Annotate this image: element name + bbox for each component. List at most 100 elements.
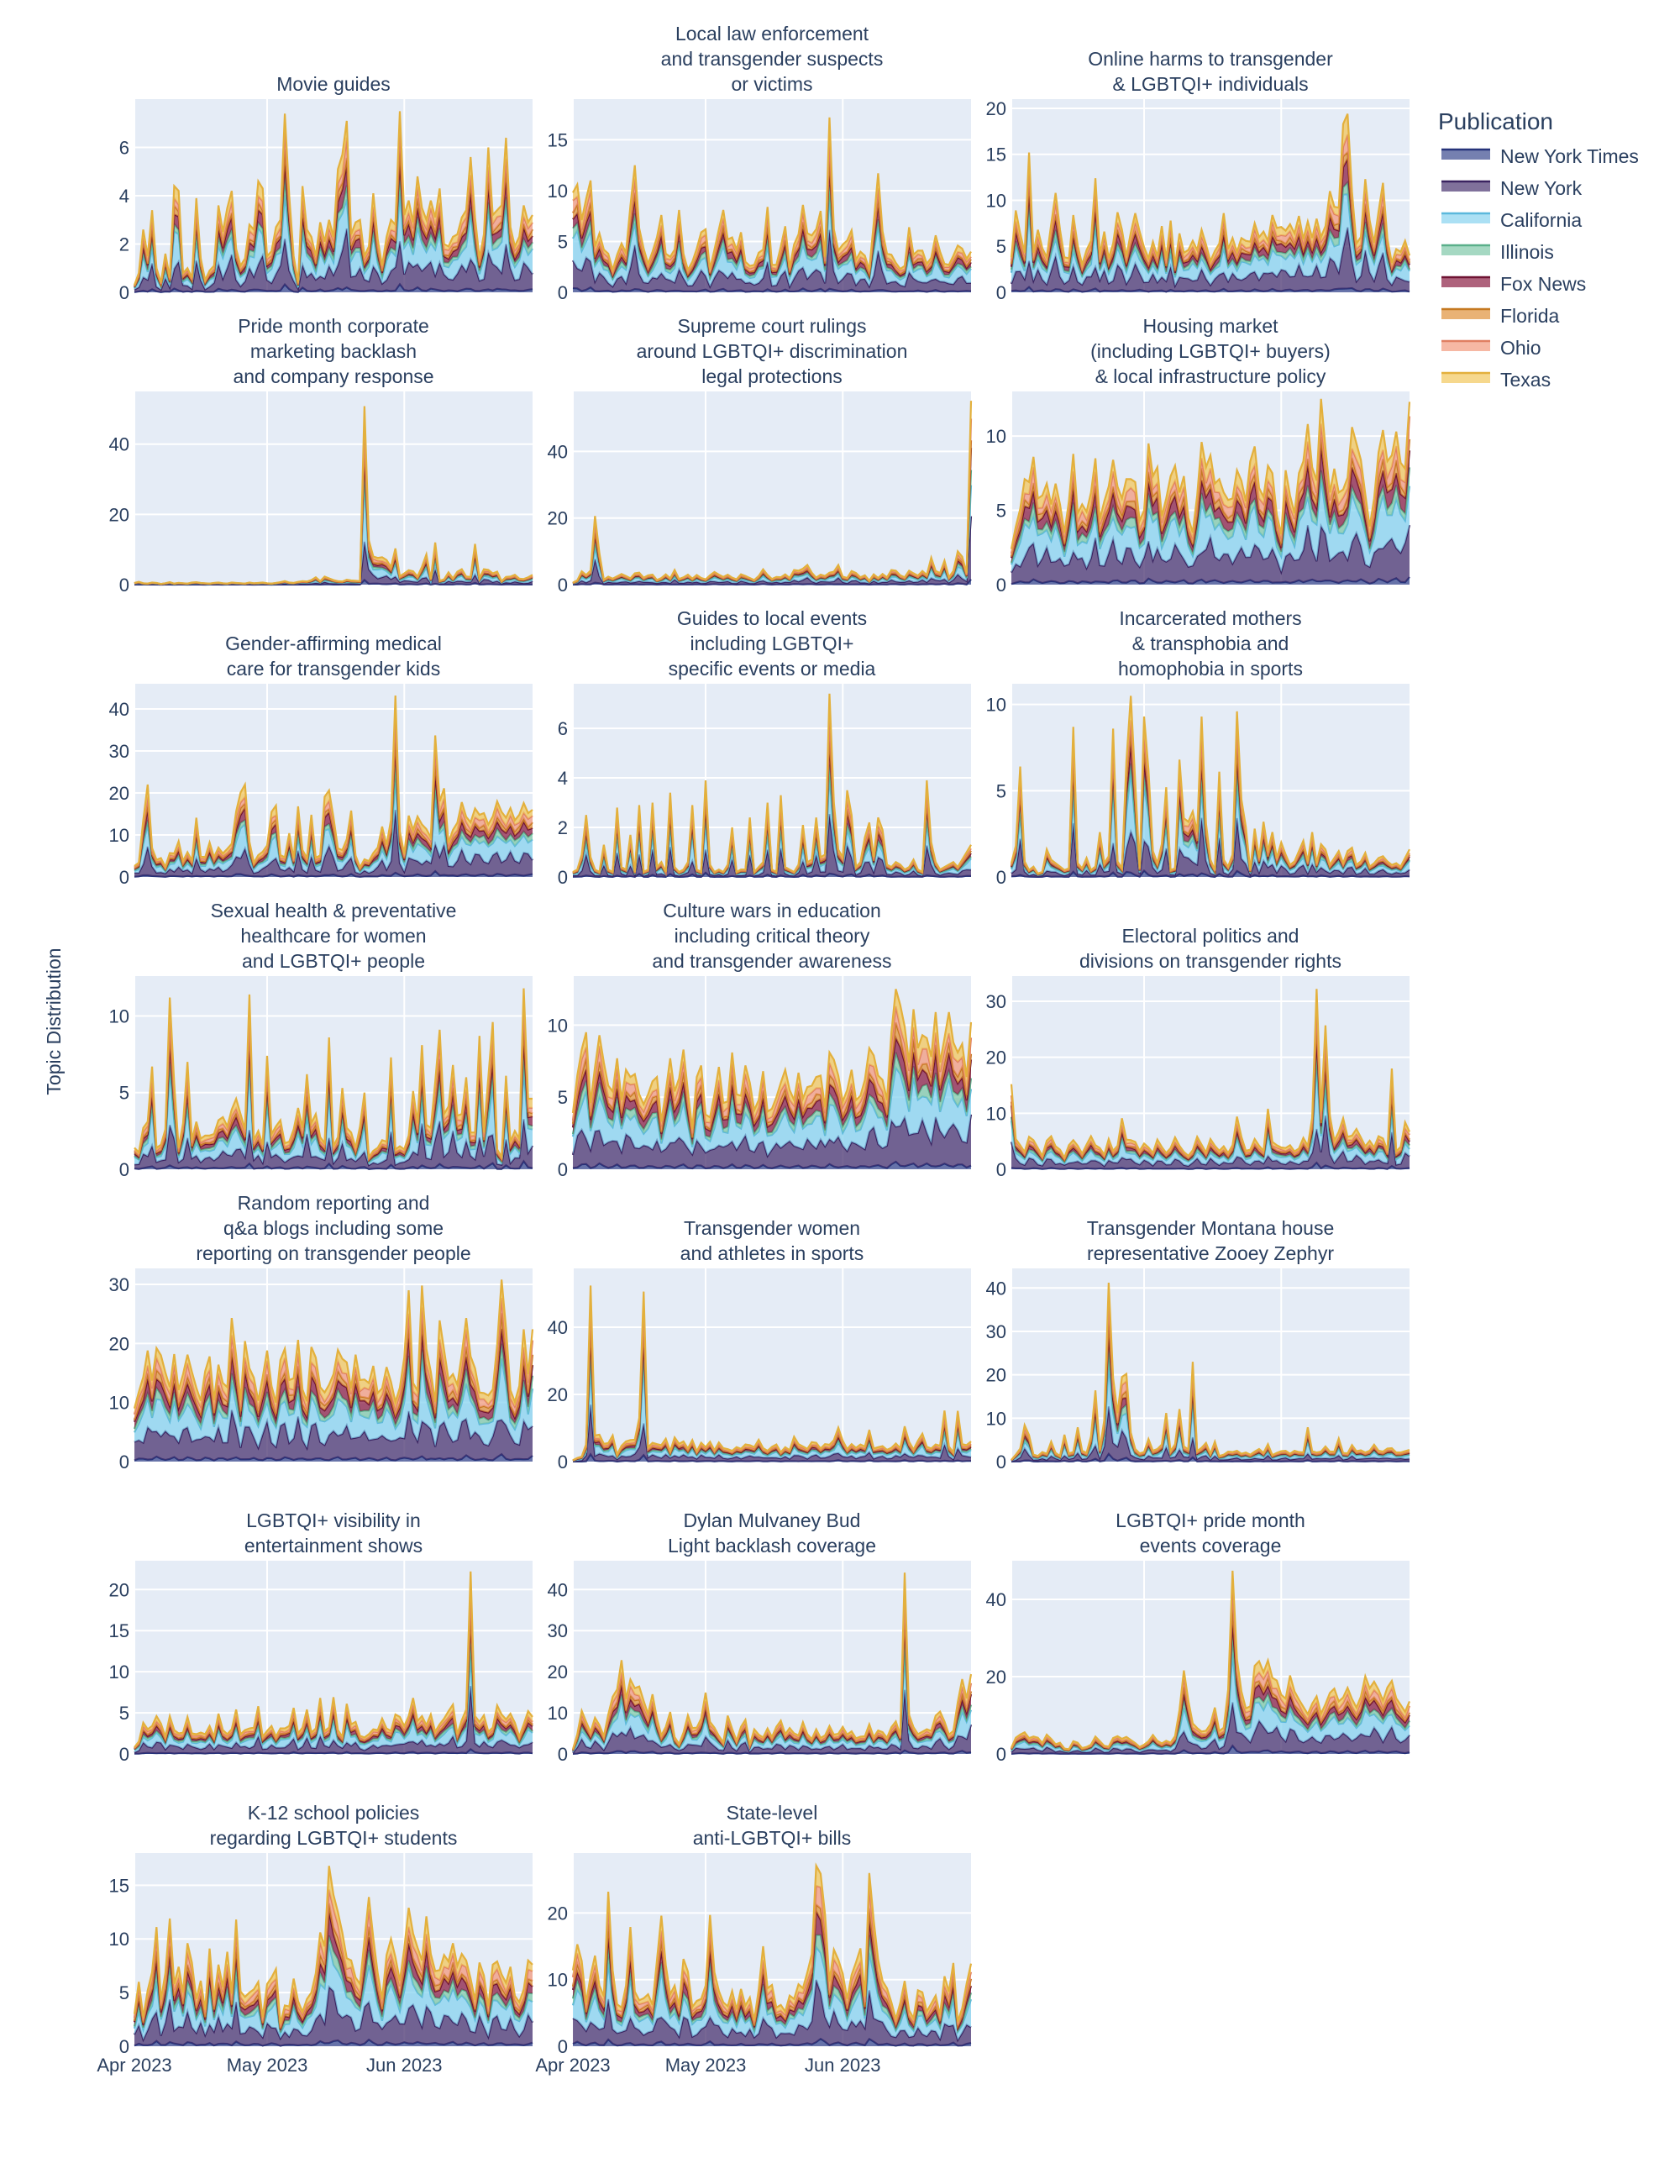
panel-title: including LGBTQI+	[690, 633, 854, 654]
panel-2: 0 5 10 15 20 Online harms to transgender & LGB…	[986, 48, 1411, 303]
panel-title: legal protections	[701, 365, 843, 387]
panel-title: Movie guides	[276, 73, 391, 95]
panel-9: 0 5 10 Sexual health & preventative healthca…	[109, 900, 533, 1180]
line-texas	[134, 1571, 533, 1748]
area-ohio	[573, 1886, 971, 2027]
y-tick-label: 30	[109, 1274, 129, 1295]
x-tick-label: Apr 2023	[97, 2055, 171, 2076]
y-tick-label: 10	[986, 426, 1006, 447]
area-california	[134, 1358, 533, 1448]
panel-title: and company response	[233, 365, 433, 387]
legend-item-illinois[interactable]: Illinois	[1441, 241, 1554, 263]
line-texas	[571, 1572, 973, 1750]
legend-label: New York Times	[1500, 145, 1639, 167]
line-texas	[133, 1866, 533, 2024]
line-texas	[572, 693, 972, 874]
y-tick-label: 10	[109, 825, 129, 846]
line-texas	[133, 1279, 534, 1409]
legend-item-florida[interactable]: Florida	[1441, 305, 1560, 327]
y-tick-label: 15	[986, 144, 1006, 165]
area-illinois	[573, 1642, 971, 1751]
panel-title: Pride month corporate	[238, 315, 429, 337]
legend-item-ohio[interactable]: Ohio	[1441, 337, 1541, 359]
y-tick-label: 5	[558, 231, 568, 252]
legend-swatch	[1441, 341, 1490, 351]
y-tick-label: 30	[109, 741, 129, 762]
panel-title: Electoral politics and	[1122, 925, 1299, 947]
panel-12: 0 10 20 30 Random reporting and q&a blogs inc…	[109, 1192, 534, 1473]
area-california	[1011, 771, 1410, 876]
panel-title: Dylan Mulvaney Bud	[684, 1509, 861, 1531]
area-california	[573, 1652, 971, 1753]
y-tick-label: 0	[558, 1452, 568, 1473]
legend-swatch	[1441, 277, 1490, 287]
panel-title: Local law enforcement	[675, 23, 869, 45]
y-tick-label: 5	[558, 1087, 568, 1108]
legend-item-texas[interactable]: Texas	[1441, 369, 1551, 391]
area-new-york	[1011, 1702, 1410, 1754]
panel-title: and transgender suspects	[661, 48, 884, 70]
legend-item-new-york-times[interactable]: New York Times	[1441, 145, 1639, 167]
area-illinois	[134, 1935, 533, 2034]
line-ohio	[1011, 1585, 1411, 1751]
y-tick-label: 5	[996, 236, 1006, 257]
area-california	[573, 485, 971, 585]
panel-title: K-12 school policies	[248, 1802, 420, 1824]
y-tick-label: 4	[119, 186, 129, 207]
x-tick-label: Jun 2023	[366, 2055, 443, 2076]
area-california	[134, 192, 533, 290]
line-illinois	[1010, 1053, 1410, 1164]
line-texas	[571, 989, 973, 1130]
panel-title: entertainment shows	[244, 1535, 423, 1557]
y-tick-label: 0	[558, 867, 568, 888]
y-tick-label: 40	[986, 1278, 1006, 1299]
panel-title: specific events or media	[669, 658, 876, 680]
y-tick-label: 0	[119, 1452, 129, 1473]
legend-swatch	[1441, 309, 1490, 319]
y-tick-label: 30	[986, 991, 1006, 1012]
y-tick-label: 10	[548, 1703, 568, 1724]
y-tick-label: 0	[996, 1159, 1006, 1180]
panel-title: State-level	[727, 1802, 818, 1824]
x-tick-label: May 2023	[227, 2055, 308, 2076]
legend-item-new-york[interactable]: New York	[1441, 177, 1583, 199]
legend-label: California	[1500, 209, 1582, 231]
y-tick-label: 15	[548, 129, 568, 150]
line-illinois	[572, 185, 972, 281]
y-tick-label: 20	[548, 1384, 568, 1405]
y-tick-label: 10	[548, 1970, 568, 1991]
y-tick-label: 20	[109, 783, 129, 804]
y-tick-label: 0	[558, 575, 568, 596]
panel-18: 0 5 10 15 K-12 school policies regarding LGBT…	[97, 1802, 533, 2076]
y-tick-label: 10	[986, 1103, 1006, 1124]
panel-title: Transgender Montana house	[1087, 1217, 1335, 1239]
y-tick-label: 20	[986, 1047, 1006, 1068]
legend-swatch	[1441, 181, 1490, 192]
y-tick-label: 20	[548, 1903, 568, 1924]
panel-title: including critical theory	[675, 925, 870, 947]
legend-label: Ohio	[1500, 337, 1541, 359]
legend-item-fox-news[interactable]: Fox News	[1441, 273, 1586, 295]
panel-15: 0 5 10 15 20 LGBTQI+ visibility in entertainme…	[109, 1509, 533, 1765]
line-texas	[134, 988, 533, 1161]
panel-title: care for transgender kids	[227, 658, 440, 680]
legend-item-california[interactable]: California	[1441, 209, 1582, 231]
y-tick-label: 5	[996, 780, 1006, 801]
line-texas	[1010, 113, 1411, 269]
y-tick-label: 0	[558, 282, 568, 303]
y-tick-label: 20	[986, 1667, 1006, 1688]
y-tick-label: 0	[996, 1452, 1006, 1473]
panel-17: 0 20 40 LGBTQI+ pride month events coverage	[986, 1509, 1411, 1765]
panel-title: q&a blogs including some	[223, 1217, 444, 1239]
y-tick-label: 0	[119, 1159, 129, 1180]
y-tick-label: 6	[119, 138, 129, 159]
legend-swatch	[1441, 150, 1490, 160]
x-tick-label: Jun 2023	[805, 2055, 881, 2076]
y-tick-label: 0	[119, 867, 129, 888]
line-texas	[1011, 1283, 1410, 1461]
y-tick-label: 20	[109, 1333, 129, 1354]
panel-title: homophobia in sports	[1118, 658, 1303, 680]
y-tick-label: 40	[548, 441, 568, 462]
line-texas	[1010, 1570, 1411, 1751]
